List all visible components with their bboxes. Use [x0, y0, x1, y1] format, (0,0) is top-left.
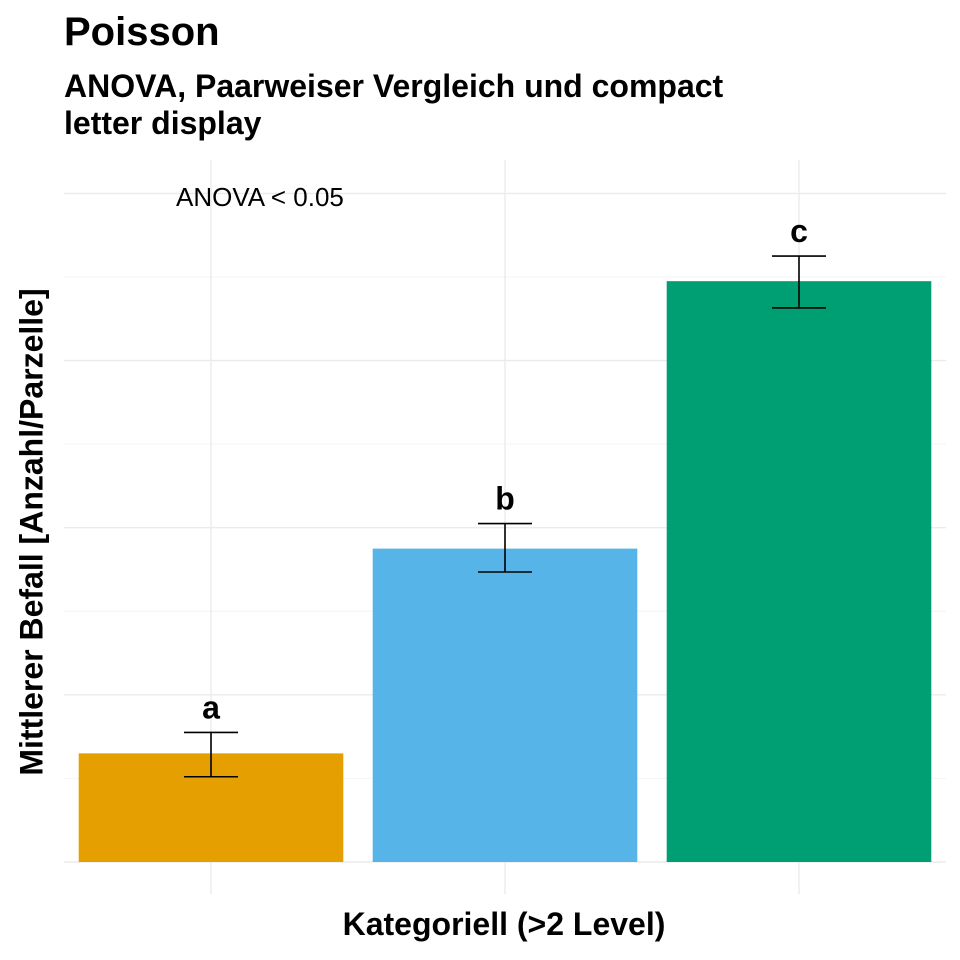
bar [666, 281, 932, 862]
letter-labels: a b c [202, 213, 808, 725]
letter-label: c [790, 213, 808, 249]
letter-label: b [495, 481, 515, 517]
chart-subtitle: ANOVA, Paarweiser Vergleich und compact … [64, 68, 724, 141]
error-bars [184, 255, 826, 778]
chart-title: Poisson [64, 10, 220, 54]
bar [372, 548, 638, 862]
anova-annotation: ANOVA < 0.05 [176, 182, 344, 212]
x-axis-label: Kategoriell (>2 Level) [342, 906, 666, 942]
letter-label: a [202, 689, 220, 725]
bars [78, 281, 932, 862]
